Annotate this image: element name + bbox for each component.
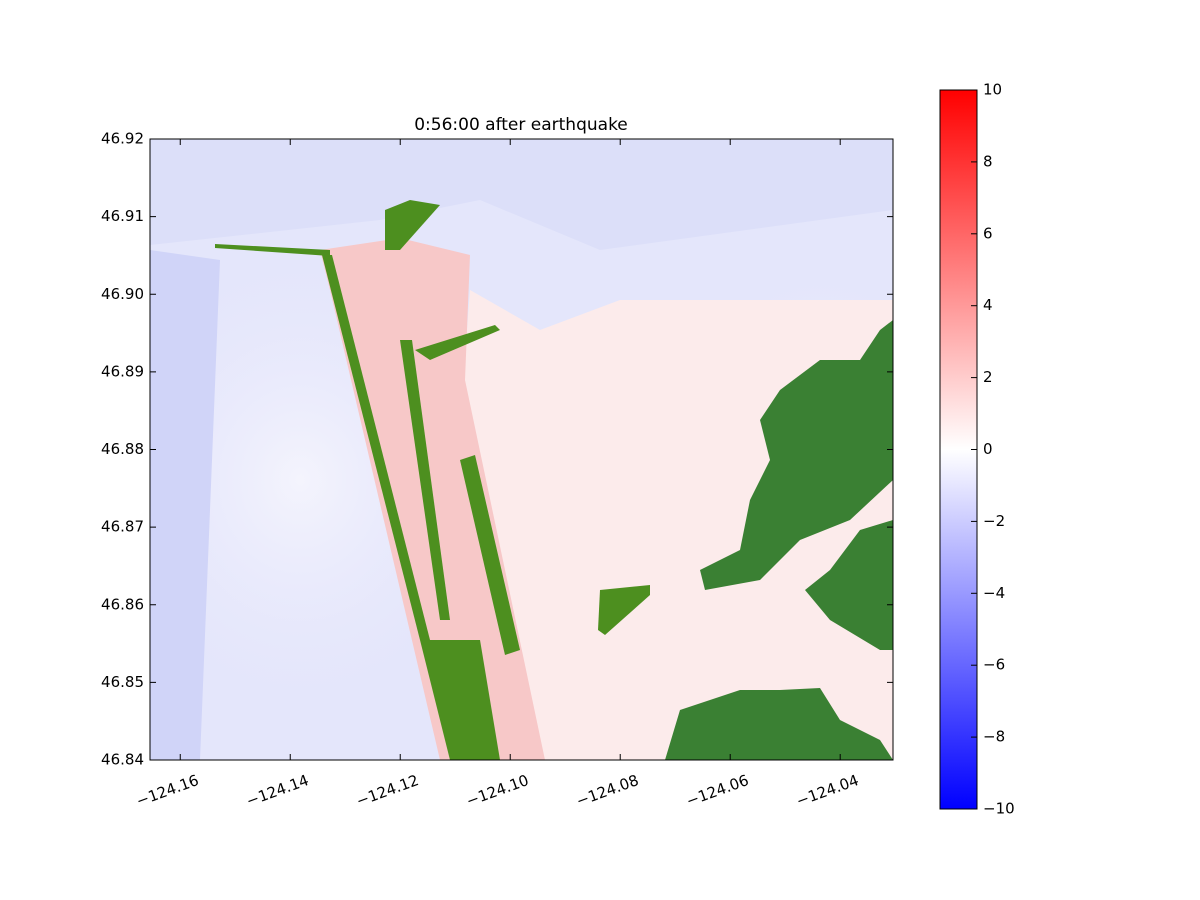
y-tick-label: 46.89 — [101, 362, 144, 380]
y-tick-label: 46.88 — [101, 440, 144, 458]
chart-title: 0:56:00 after earthquake — [414, 115, 628, 135]
x-tick-label: −124.16 — [134, 771, 201, 810]
y-tick-label: 46.86 — [101, 595, 144, 613]
y-tick-label: 46.87 — [101, 518, 144, 536]
y-tick-label: 46.85 — [101, 673, 144, 691]
ocean — [150, 250, 220, 760]
colorbar-tick-label: 0 — [983, 440, 993, 458]
y-tick-label: 46.92 — [101, 130, 144, 148]
field — [150, 139, 893, 760]
x-tick-label: −124.12 — [354, 771, 421, 810]
y-tick-label: 46.84 — [101, 751, 144, 769]
colorbar-tick-label: −6 — [983, 656, 1005, 674]
colorbar — [939, 89, 978, 810]
land — [215, 200, 650, 760]
colorbar-tick-label: 6 — [983, 224, 993, 242]
x-tick-label: −124.14 — [244, 771, 311, 810]
colorbar-tick-label: 10 — [983, 81, 1002, 99]
colorbar-tick-label: 4 — [983, 296, 993, 314]
ocean — [150, 139, 893, 250]
colorbar-tick-label: −8 — [983, 728, 1005, 746]
colorbar-tick-label: 2 — [983, 368, 993, 386]
x-tick-label: −124.06 — [684, 771, 751, 810]
x-tick-label: −124.10 — [464, 771, 531, 810]
colorbar-tick-label: −4 — [983, 584, 1005, 602]
land — [665, 320, 893, 760]
colorbar-tick-label: −10 — [983, 800, 1015, 818]
x-tick-label: −124.08 — [574, 771, 641, 810]
colorbar-tick-label: −2 — [983, 512, 1005, 530]
x-tick-label: −124.04 — [794, 771, 861, 810]
y-tick-label: 46.91 — [101, 207, 144, 225]
y-tick-label: 46.90 — [101, 285, 144, 303]
colorbar-tick-label: 8 — [983, 152, 993, 170]
